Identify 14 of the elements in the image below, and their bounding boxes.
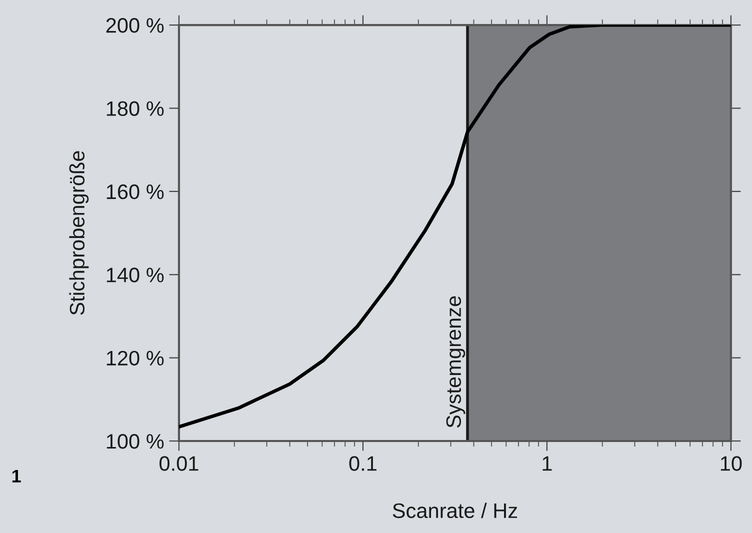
y-tick-label: 180 % (106, 101, 164, 116)
x-tick-label: 0.1 (349, 456, 376, 471)
text: 1 (12, 470, 21, 482)
y-tick-label: 160 % (106, 184, 164, 200)
x-tick-label: 0.01 (160, 456, 198, 471)
y-tick-label: 140 % (106, 268, 164, 282)
y-tick-label: 200 % (106, 18, 164, 33)
ref-line-label: Systemgrenze (446, 296, 466, 428)
x-tick-label: 1 (542, 456, 552, 471)
x-axis-title: Scanrate / Hz (392, 502, 518, 518)
y-axis-title: Stichprobengröße (69, 151, 89, 315)
y-tick-label: 100 % (106, 434, 164, 449)
x-tick-label: 10 (720, 456, 742, 471)
y-tick-label: 120 % (106, 350, 164, 366)
